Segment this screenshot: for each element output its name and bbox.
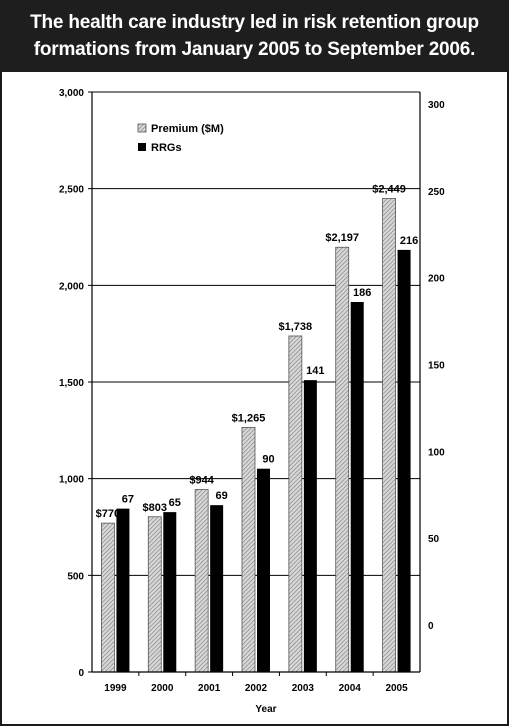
premium-data-label: $2,449 bbox=[372, 184, 406, 196]
rrg-data-label: 65 bbox=[169, 497, 181, 509]
x-axis-category-label: 2003 bbox=[292, 683, 315, 694]
left-axis-tick-label: 0 bbox=[78, 668, 84, 679]
premium-bar bbox=[335, 246, 350, 673]
rrg-bar bbox=[210, 505, 224, 672]
right-axis-tick-label: 250 bbox=[428, 187, 445, 198]
premium-data-label: $1,738 bbox=[279, 321, 313, 333]
premium-data-label: $770 bbox=[96, 508, 120, 520]
rrg-data-label: 69 bbox=[216, 490, 228, 502]
x-axis-category-label: 2000 bbox=[151, 683, 174, 694]
premium-bar bbox=[194, 489, 209, 673]
left-axis-tick-label: 2,000 bbox=[59, 281, 84, 292]
bars bbox=[101, 198, 411, 673]
x-axis-category-label: 2001 bbox=[198, 683, 221, 694]
left-axis-tick-label: 1,500 bbox=[59, 378, 84, 389]
header-line-2: formations from January 2005 to Septembe… bbox=[33, 39, 476, 60]
premium-data-label: $2,197 bbox=[325, 232, 359, 244]
left-axis-tick-label: 1,000 bbox=[59, 475, 84, 486]
legend-label-rrgs: RRGs bbox=[151, 142, 182, 154]
right-axis-tick-label: 150 bbox=[428, 361, 445, 372]
right-axis-tick-label: 50 bbox=[428, 534, 440, 545]
premium-bar bbox=[147, 516, 162, 673]
legend-swatch-premium bbox=[137, 123, 147, 133]
x-axis-title: Year bbox=[255, 704, 276, 715]
right-axis-tick-label: 200 bbox=[428, 274, 445, 285]
rrg-bar bbox=[303, 380, 317, 672]
header-line-1: The health care industry led in risk ret… bbox=[30, 12, 479, 33]
legend: Premium ($M) RRGs bbox=[137, 123, 224, 154]
right-axis-tick-label: 300 bbox=[428, 100, 445, 111]
grid-lines bbox=[92, 91, 420, 576]
rrg-bar bbox=[163, 512, 177, 672]
premium-bar bbox=[382, 198, 396, 673]
rrg-data-label: 186 bbox=[353, 287, 371, 299]
left-axis-tick-label: 500 bbox=[67, 571, 84, 582]
right-axis-tick-label: 0 bbox=[428, 621, 434, 632]
premium-bar bbox=[241, 427, 256, 673]
legend-swatch-rrgs bbox=[138, 143, 146, 151]
premium-bar bbox=[101, 522, 115, 673]
x-axis-category-label: 2002 bbox=[245, 683, 268, 694]
premium-data-label: $944 bbox=[189, 474, 214, 486]
axes: 0 500 1,000 1,500 2,000 2,500 3,000 0 50 100 150 20… bbox=[59, 88, 445, 715]
chart-header: The health care industry led in risk ret… bbox=[0, 0, 509, 72]
legend-label-premium: Premium ($M) bbox=[151, 123, 224, 135]
x-axis-category-label: 1999 bbox=[104, 683, 127, 694]
rrg-bar bbox=[397, 249, 411, 672]
x-axis-category-label: 2005 bbox=[385, 683, 408, 694]
left-axis-tick-label: 2,500 bbox=[59, 185, 84, 196]
premium-data-label: $803 bbox=[143, 502, 167, 514]
rrg-bar bbox=[116, 508, 130, 672]
rrg-data-label: 141 bbox=[306, 365, 324, 377]
premium-data-label: $1,265 bbox=[232, 412, 266, 424]
left-axis-tick-label: 3,000 bbox=[59, 88, 84, 99]
rrg-data-label: 67 bbox=[122, 494, 134, 506]
rrg-bar bbox=[257, 468, 270, 672]
rrg-data-label: 90 bbox=[262, 454, 274, 466]
x-axis-category-label: 2004 bbox=[339, 683, 362, 694]
premium-bar bbox=[288, 335, 303, 673]
rrg-data-label: 216 bbox=[400, 235, 418, 247]
rrg-bar bbox=[350, 301, 364, 672]
right-axis-tick-label: 100 bbox=[428, 447, 445, 458]
